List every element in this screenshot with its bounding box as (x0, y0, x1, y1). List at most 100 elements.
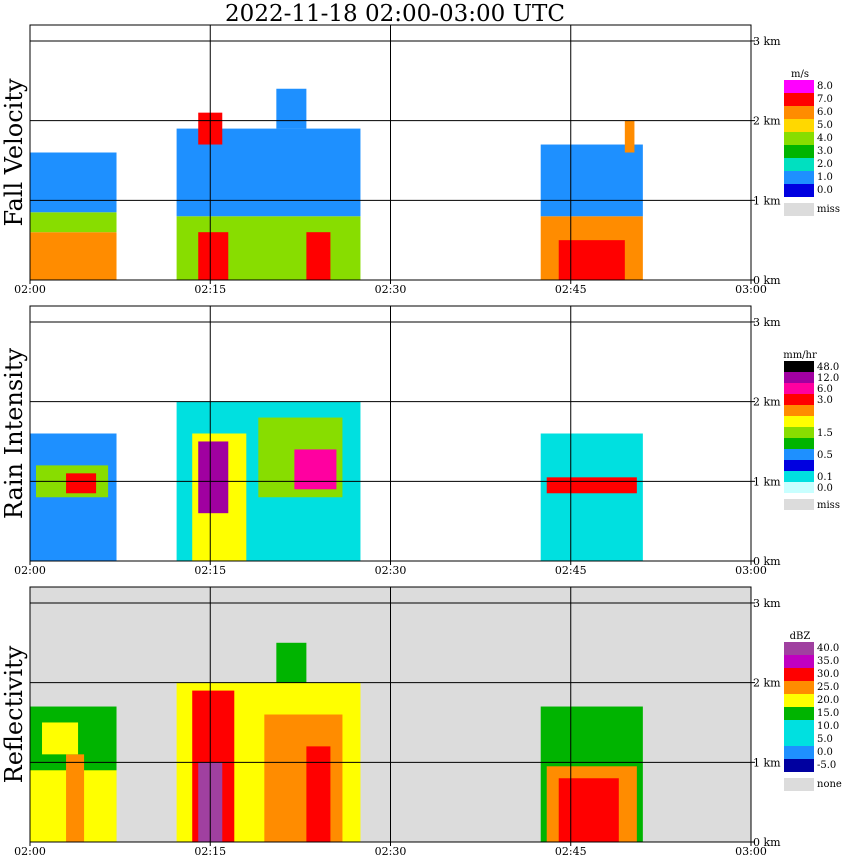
legend-unit: dBZ (790, 631, 811, 642)
x-tick-label: 02:45 (555, 283, 587, 296)
legend-label: 10.0 (817, 721, 839, 732)
legend-unit: m/s (791, 69, 809, 80)
legend-label: 15.0 (817, 708, 839, 719)
y-tick-label: 3 km (753, 35, 781, 48)
legend-label: 4.0 (817, 133, 833, 144)
y-axis-title: Reflectivity (0, 645, 28, 783)
legend-label: 6.0 (817, 384, 833, 395)
legend-label: 7.0 (817, 94, 833, 105)
legend-swatch (784, 372, 814, 383)
x-tick-label: 02:45 (555, 564, 587, 577)
legend-swatch (784, 471, 814, 482)
echo-region (264, 714, 343, 842)
y-tick-label: 1 km (753, 194, 781, 207)
legend-swatch (784, 93, 814, 106)
legend-swatch (784, 203, 814, 216)
legend-label: -5.0 (817, 760, 836, 771)
legend-swatch (784, 158, 814, 171)
legend-swatch (784, 694, 814, 707)
legend-swatch (784, 427, 814, 438)
legend-label: 5.0 (817, 120, 833, 131)
legend-swatch (784, 405, 814, 416)
y-tick-label: 1 km (753, 756, 781, 769)
echo-region (276, 88, 307, 129)
legend: m/s 8.0 7.0 6.0 5.0 4.0 3.0 2.0 1.0 0.0 miss (784, 69, 840, 216)
legend-unit: mm/hr (783, 350, 817, 361)
y-tick-label: 0 km (753, 836, 781, 849)
echo-region (294, 449, 337, 490)
legend-swatch (784, 106, 814, 119)
y-tick-label: 1 km (753, 475, 781, 488)
echo-region (30, 212, 117, 233)
chart-title: 2022-11-18 02:00-03:00 UTC (225, 1, 565, 27)
x-tick-label: 02:00 (14, 845, 46, 858)
y-tick-label: 0 km (753, 555, 781, 568)
legend-swatch (784, 759, 814, 772)
legend-swatch (784, 449, 814, 460)
legend: dBZ 40.0 35.0 30.0 25.0 20.0 15.0 10.0 5.0 0.0 -5.… (784, 631, 842, 791)
x-tick-label: 02:15 (194, 845, 226, 858)
legend-swatch (784, 361, 814, 372)
echo-region (198, 232, 229, 280)
legend-label: miss (817, 500, 840, 511)
panel-3: 02:00 02:15 02:30 02:45 03:000 km 1 km 2 km 3 k… (0, 586, 842, 858)
legend-swatch (784, 746, 814, 759)
legend-swatch (784, 145, 814, 158)
x-tick-label: 02:15 (194, 283, 226, 296)
echo-region (624, 120, 635, 153)
echo-region (546, 477, 637, 494)
legend-swatch (784, 383, 814, 394)
y-tick-label: 3 km (753, 597, 781, 610)
x-tick-label: 03:00 (735, 564, 767, 577)
legend-label: 1.5 (817, 428, 833, 439)
legend-label: 20.0 (817, 695, 839, 706)
y-axis-title: Rain Intensity (0, 348, 28, 520)
echo-region (276, 642, 307, 683)
legend-swatch (784, 394, 814, 405)
legend-swatch (784, 132, 814, 145)
legend-swatch (784, 119, 814, 132)
legend-swatch (784, 778, 814, 791)
legend-swatch (784, 655, 814, 668)
legend-label: 35.0 (817, 656, 839, 667)
legend-label: miss (817, 204, 840, 215)
legend-label: 0.0 (817, 747, 833, 758)
legend-label: 0.5 (817, 450, 833, 461)
y-tick-label: 0 km (753, 274, 781, 287)
echo-region (306, 232, 331, 280)
x-tick-label: 03:00 (735, 845, 767, 858)
legend-swatch (784, 482, 814, 493)
echo-region (540, 433, 643, 561)
legend-swatch (784, 460, 814, 471)
x-tick-label: 02:30 (375, 283, 407, 296)
legend-label: 2.0 (817, 159, 833, 170)
x-tick-label: 02:00 (14, 283, 46, 296)
x-tick-label: 02:30 (375, 845, 407, 858)
panel-1: 02:00 02:15 02:30 02:45 03:000 km 1 km 2 km 3 k… (0, 24, 840, 296)
legend-label: 25.0 (817, 682, 839, 693)
legend-label: 6.0 (817, 107, 833, 118)
legend-label: 3.0 (817, 146, 833, 157)
echo-region (30, 232, 117, 280)
x-tick-label: 02:15 (194, 564, 226, 577)
legend-swatch (784, 720, 814, 733)
x-tick-label: 02:00 (14, 564, 46, 577)
y-tick-label: 2 km (753, 115, 781, 128)
y-tick-label: 2 km (753, 396, 781, 409)
echo-region (540, 144, 643, 217)
x-tick-label: 03:00 (735, 283, 767, 296)
echo-region (66, 473, 97, 494)
legend-label: none (817, 779, 842, 790)
echo-region (306, 746, 331, 842)
legend-label: 0.0 (817, 483, 833, 494)
x-tick-label: 02:30 (375, 564, 407, 577)
legend-label: 40.0 (817, 643, 839, 654)
legend-swatch (784, 668, 814, 681)
legend-swatch (784, 733, 814, 746)
legend-swatch (784, 707, 814, 720)
legend-label: 0.1 (817, 472, 833, 483)
echo-region (198, 441, 229, 514)
y-axis-title: Fall Velocity (0, 78, 28, 227)
